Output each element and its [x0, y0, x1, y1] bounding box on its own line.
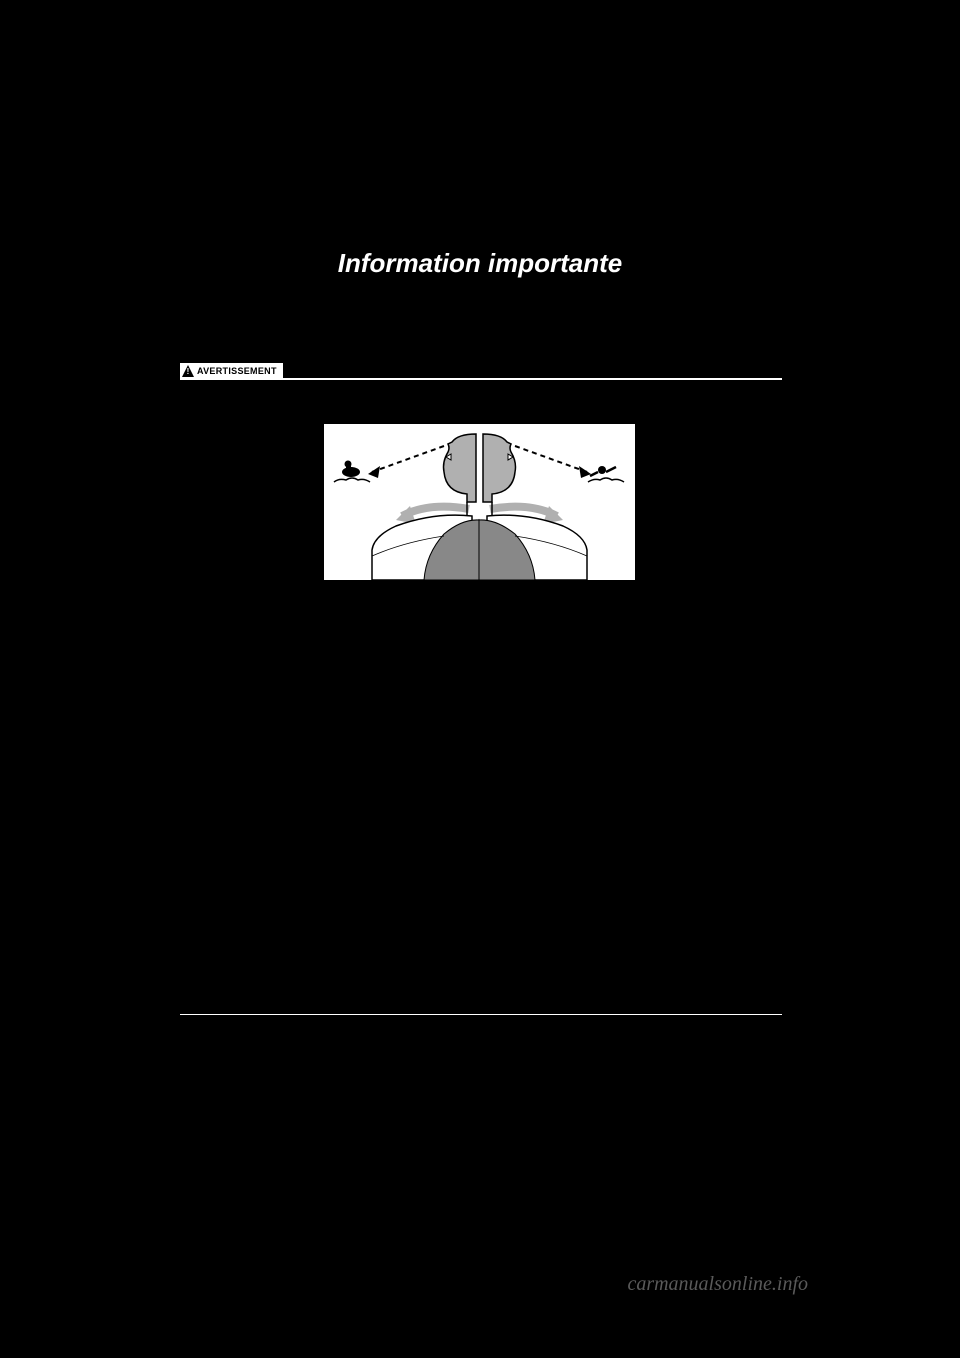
safety-illustration — [323, 423, 636, 581]
separator-line — [180, 1014, 782, 1015]
lookout-diagram-svg — [324, 424, 635, 580]
warning-badge: AVERTISSEMENT — [180, 363, 283, 379]
page-title: Information importante — [0, 248, 960, 279]
warning-underline — [180, 378, 782, 380]
sight-arrow-left — [368, 446, 444, 478]
swimmer-icon — [588, 466, 624, 482]
jetski-rider-icon — [334, 461, 370, 483]
warning-label: AVERTISSEMENT — [197, 366, 277, 376]
watermark: carmanualsonline.info — [627, 1273, 808, 1296]
boat-bow — [372, 515, 587, 580]
warning-triangle-icon — [182, 365, 194, 377]
sight-arrow-right — [515, 446, 591, 478]
